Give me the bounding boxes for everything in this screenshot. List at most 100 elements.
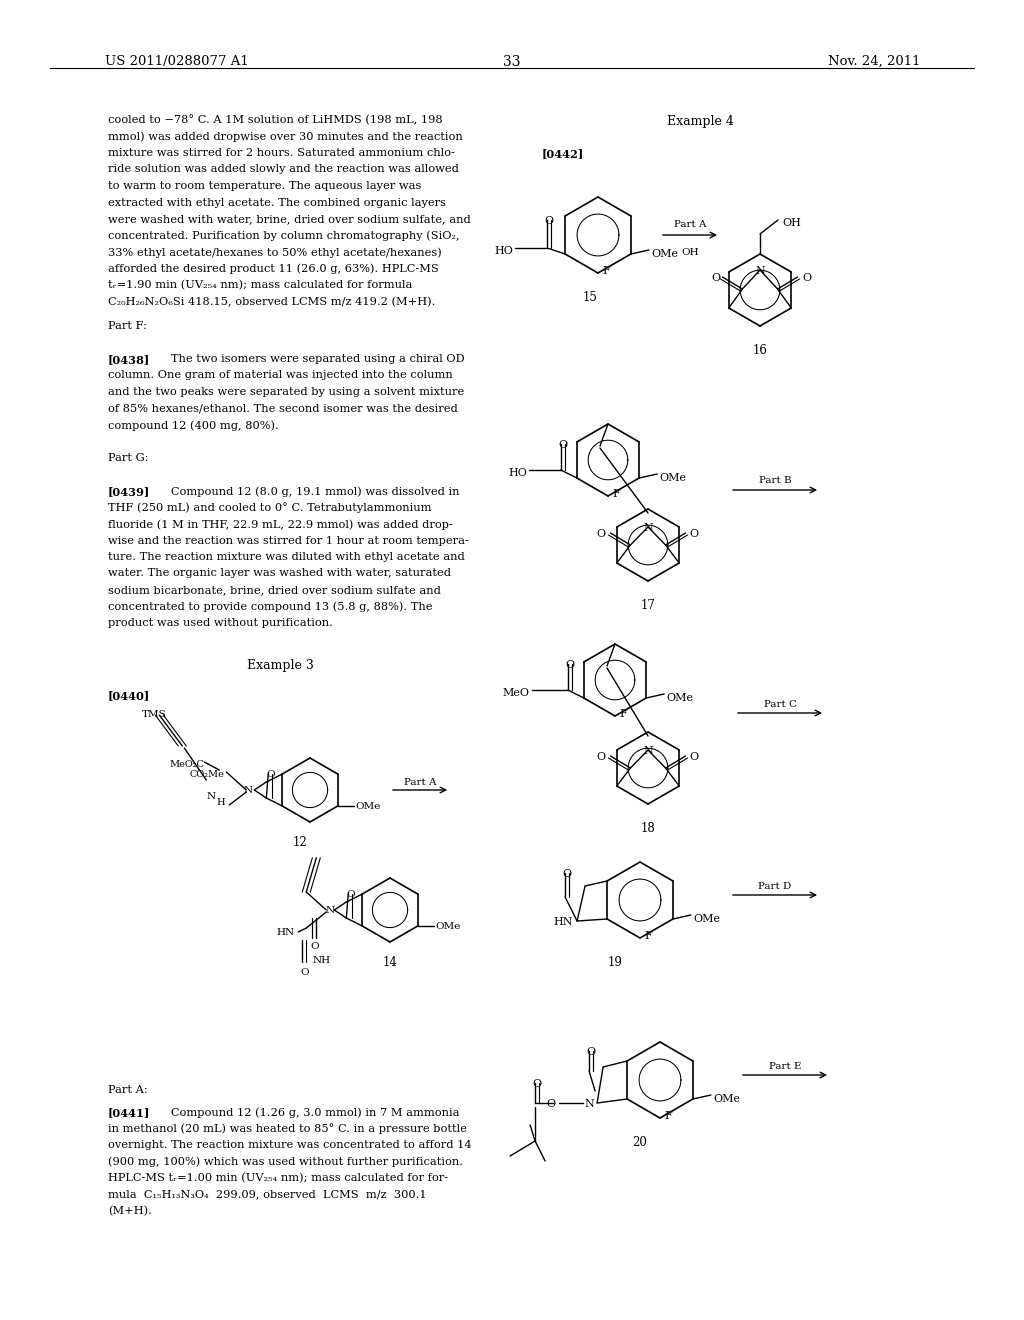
Text: sodium bicarbonate, brine, dried over sodium sulfate and: sodium bicarbonate, brine, dried over so…: [108, 585, 441, 595]
Text: The two isomers were separated using a chiral OD: The two isomers were separated using a c…: [160, 354, 465, 364]
Text: (900 mg, 100%) which was used without further purification.: (900 mg, 100%) which was used without fu…: [108, 1156, 463, 1167]
Text: O: O: [300, 968, 308, 977]
Text: [0438]: [0438]: [108, 354, 151, 366]
Text: OMe: OMe: [659, 473, 686, 483]
Text: O: O: [266, 770, 274, 779]
Text: 16: 16: [753, 345, 767, 356]
Text: N: N: [643, 523, 653, 533]
Text: O: O: [545, 216, 554, 226]
Text: were washed with water, brine, dried over sodium sulfate, and: were washed with water, brine, dried ove…: [108, 214, 471, 224]
Text: Part A:: Part A:: [108, 1085, 147, 1096]
Text: F: F: [644, 931, 651, 941]
Text: O: O: [689, 529, 698, 539]
Text: F: F: [664, 1111, 672, 1121]
Text: O: O: [546, 1100, 555, 1109]
Text: N: N: [643, 746, 653, 756]
Text: wise and the reaction was stirred for 1 hour at room tempera-: wise and the reaction was stirred for 1 …: [108, 536, 469, 545]
Text: O: O: [562, 869, 571, 879]
Text: OH: OH: [782, 218, 801, 228]
Text: water. The organic layer was washed with water, saturated: water. The organic layer was washed with…: [108, 569, 451, 578]
Text: O: O: [532, 1078, 542, 1089]
Text: ture. The reaction mixture was diluted with ethyl acetate and: ture. The reaction mixture was diluted w…: [108, 552, 465, 562]
Text: O: O: [310, 942, 318, 950]
Text: [0440]: [0440]: [108, 690, 151, 701]
Text: concentrated to provide compound 13 (5.8 g, 88%). The: concentrated to provide compound 13 (5.8…: [108, 602, 432, 612]
Text: OH: OH: [681, 248, 698, 257]
Text: [0442]: [0442]: [542, 148, 585, 158]
Text: F: F: [618, 709, 627, 719]
Text: CO₂Me: CO₂Me: [189, 770, 224, 779]
Text: product was used without purification.: product was used without purification.: [108, 618, 333, 628]
Text: N: N: [585, 1100, 594, 1109]
Text: 17: 17: [641, 599, 655, 612]
Text: to warm to room temperature. The aqueous layer was: to warm to room temperature. The aqueous…: [108, 181, 421, 191]
Text: in methanol (20 mL) was heated to 85° C. in a pressure bottle: in methanol (20 mL) was heated to 85° C.…: [108, 1123, 467, 1134]
Text: mmol) was added dropwise over 30 minutes and the reaction: mmol) was added dropwise over 30 minutes…: [108, 132, 463, 143]
Text: US 2011/0288077 A1: US 2011/0288077 A1: [105, 55, 249, 69]
Text: Part D: Part D: [759, 882, 792, 891]
Text: fluoride (1 M in THF, 22.9 mL, 22.9 mmol) was added drop-: fluoride (1 M in THF, 22.9 mL, 22.9 mmol…: [108, 519, 453, 529]
Text: H: H: [216, 799, 225, 807]
Text: O: O: [558, 440, 567, 450]
Text: O: O: [712, 273, 721, 282]
Text: Compound 12 (1.26 g, 3.0 mmol) in 7 M ammonia: Compound 12 (1.26 g, 3.0 mmol) in 7 M am…: [160, 1107, 460, 1118]
Text: ride solution was added slowly and the reaction was allowed: ride solution was added slowly and the r…: [108, 165, 459, 174]
Text: OMe: OMe: [713, 1094, 740, 1104]
Text: OMe: OMe: [355, 803, 381, 810]
Text: afforded the desired product 11 (26.0 g, 63%). HPLC-MS: afforded the desired product 11 (26.0 g,…: [108, 264, 438, 275]
Text: HO: HO: [508, 469, 526, 478]
Text: OMe: OMe: [667, 693, 693, 704]
Text: [0441]: [0441]: [108, 1107, 151, 1118]
Text: extracted with ethyl acetate. The combined organic layers: extracted with ethyl acetate. The combin…: [108, 198, 446, 207]
Text: MeO: MeO: [503, 688, 529, 698]
Text: and the two peaks were separated by using a solvent mixture: and the two peaks were separated by usin…: [108, 387, 464, 397]
Text: F: F: [612, 488, 620, 499]
Text: (M+H).: (M+H).: [108, 1206, 152, 1216]
Text: compound 12 (400 mg, 80%).: compound 12 (400 mg, 80%).: [108, 420, 279, 430]
Text: O: O: [587, 1047, 596, 1057]
Text: HPLC-MS tᵣ=1.00 min (UV₂₅₄ nm); mass calculated for for-: HPLC-MS tᵣ=1.00 min (UV₂₅₄ nm); mass cal…: [108, 1173, 449, 1183]
Text: O: O: [596, 752, 605, 762]
Text: O: O: [803, 273, 812, 282]
Text: HO: HO: [495, 246, 513, 256]
Text: overnight. The reaction mixture was concentrated to afford 14: overnight. The reaction mixture was conc…: [108, 1140, 472, 1150]
Text: C₂₀H₂₆N₂O₆Si 418.15, observed LCMS m/z 419.2 (M+H).: C₂₀H₂₆N₂O₆Si 418.15, observed LCMS m/z 4…: [108, 297, 435, 306]
Text: N: N: [755, 267, 765, 276]
Text: HN: HN: [276, 928, 294, 937]
Text: Part A: Part A: [674, 220, 707, 228]
Text: Example 3: Example 3: [247, 659, 313, 672]
Text: Part E: Part E: [769, 1063, 801, 1071]
Text: concentrated. Purification by column chromatography (SiO₂,: concentrated. Purification by column chr…: [108, 231, 460, 242]
Text: mixture was stirred for 2 hours. Saturated ammonium chlo-: mixture was stirred for 2 hours. Saturat…: [108, 148, 455, 158]
Text: N: N: [243, 785, 252, 795]
Text: OMe: OMe: [651, 249, 678, 259]
Text: 33% ethyl acetate/hexanes to 50% ethyl acetate/hexanes): 33% ethyl acetate/hexanes to 50% ethyl a…: [108, 247, 441, 257]
Text: O: O: [689, 752, 698, 762]
Text: 14: 14: [383, 956, 397, 969]
Text: mula  C₁₅H₁₃N₃O₄  299.09, observed  LCMS  m/z  300.1: mula C₁₅H₁₃N₃O₄ 299.09, observed LCMS m/…: [108, 1189, 427, 1200]
Text: N: N: [326, 906, 334, 915]
Text: Example 4: Example 4: [667, 115, 733, 128]
Text: Nov. 24, 2011: Nov. 24, 2011: [827, 55, 920, 69]
Text: HN: HN: [554, 917, 573, 927]
Text: F: F: [602, 267, 609, 276]
Text: 12: 12: [293, 836, 307, 849]
Text: 20: 20: [633, 1137, 647, 1148]
Text: 18: 18: [641, 822, 655, 836]
Text: Part F:: Part F:: [108, 321, 146, 331]
Text: column. One gram of material was injected into the column: column. One gram of material was injecte…: [108, 371, 453, 380]
Text: O: O: [565, 660, 574, 671]
Text: MeO₂C: MeO₂C: [169, 760, 204, 770]
Text: TMS: TMS: [142, 710, 167, 719]
Text: Part A: Part A: [403, 777, 436, 787]
Text: THF (250 mL) and cooled to 0° C. Tetrabutylammonium: THF (250 mL) and cooled to 0° C. Tetrabu…: [108, 503, 431, 513]
Text: NH: NH: [312, 956, 331, 965]
Text: cooled to −78° C. A 1M solution of LiHMDS (198 mL, 198: cooled to −78° C. A 1M solution of LiHMD…: [108, 115, 442, 125]
Text: O: O: [346, 890, 354, 899]
Text: N: N: [207, 792, 216, 801]
Text: Part G:: Part G:: [108, 453, 148, 463]
Text: OMe: OMe: [693, 913, 720, 924]
Text: 15: 15: [583, 290, 597, 304]
Text: of 85% hexanes/ethanol. The second isomer was the desired: of 85% hexanes/ethanol. The second isome…: [108, 404, 458, 413]
Text: O: O: [596, 529, 605, 539]
